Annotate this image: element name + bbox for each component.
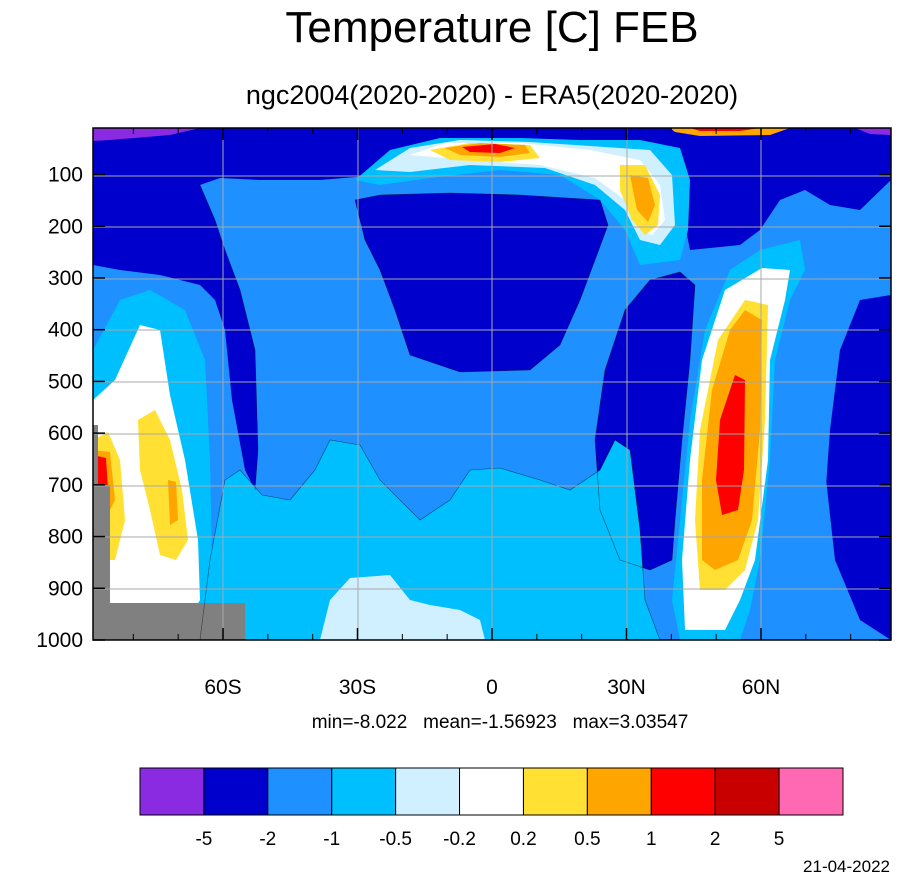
chart-subtitle: ngc2004(2020-2020) - ERA5(2020-2020) <box>246 80 738 110</box>
colorbar-label: 2 <box>710 829 721 850</box>
topography-mask <box>93 425 245 640</box>
colorbar-swatch <box>203 767 269 816</box>
contour-band-upper-red <box>462 144 515 153</box>
y-tick-label: 700 <box>48 474 83 497</box>
colorbar-label: -5 <box>195 829 212 850</box>
contour-band-upper-yellow <box>430 143 660 235</box>
y-tick-label: 400 <box>48 319 83 342</box>
x-tick-label: 60N <box>742 676 781 699</box>
colorbar: -5 -2 -1 -0.5 -0.2 0.2 0.5 1 2 5 <box>139 767 844 850</box>
x-axis: 60S 30S 0 30N 60N <box>132 128 852 699</box>
grid-lines <box>93 128 891 640</box>
y-tick-label: 600 <box>48 422 83 445</box>
colorbar-swatch <box>267 767 333 816</box>
y-tick-label: 300 <box>48 267 83 290</box>
contour-band-nh-mid <box>760 270 891 640</box>
colorbar-label: -2 <box>259 829 276 850</box>
y-tick-label: 800 <box>48 526 83 549</box>
contour-band-lower-white <box>320 575 485 640</box>
y-tick-label: 1000 <box>36 629 83 652</box>
colorbar-swatch <box>395 767 461 816</box>
contour-band-top-purple <box>93 128 891 141</box>
colorbar-swatch <box>459 767 524 816</box>
colorbar-swatch <box>586 767 652 816</box>
x-tick-label: 30S <box>339 676 376 699</box>
y-tick-label: 200 <box>48 215 83 238</box>
chart-title: Temperature [C] FEB <box>285 3 698 52</box>
x-tick-label: 30N <box>607 676 646 699</box>
contour-band-upper-dark <box>93 128 891 490</box>
colorbar-swatch <box>714 767 780 816</box>
colorbar-swatch <box>139 767 205 816</box>
colorbar-swatch <box>778 767 844 816</box>
y-tick-label: 100 <box>48 164 83 187</box>
contour-band-upper-orange <box>445 143 655 222</box>
colorbar-swatch <box>522 767 588 816</box>
contour-band-lower-light <box>200 440 660 640</box>
colorbar-swatch <box>331 767 397 816</box>
date-label: 21-04-2022 <box>803 857 890 876</box>
contour-lines <box>199 184 696 640</box>
contour-band-sh-yellow <box>138 410 188 560</box>
colorbar-label: -0.5 <box>379 829 412 850</box>
x-tick-label: 0 <box>486 676 498 699</box>
colorbar-label: 1 <box>646 829 657 850</box>
stats-label: min=-8.022 mean=-1.56923 max=3.03547 <box>312 712 689 733</box>
x-tick-label: 60S <box>204 676 241 699</box>
colorbar-label: -0.2 <box>443 829 476 850</box>
colorbar-label: 0.2 <box>510 829 536 850</box>
colorbar-swatch <box>650 767 716 816</box>
colorbar-label: -1 <box>323 829 340 850</box>
contour-band-sh-orange2 <box>168 480 178 525</box>
colorbar-label: 5 <box>774 829 785 850</box>
contour-band-upper-white <box>410 143 665 235</box>
y-tick-label: 500 <box>48 370 83 393</box>
colorbar-label: 0.5 <box>574 829 600 850</box>
contour-band-nh-red <box>716 375 745 515</box>
contour-band-nh2-dark <box>825 295 891 640</box>
contour-band-mid-dark <box>355 193 608 372</box>
y-tick-label: 900 <box>48 577 83 600</box>
contour-field <box>93 128 891 640</box>
y-axis: 100 200 300 400 500 600 700 800 900 1000 <box>36 164 891 652</box>
